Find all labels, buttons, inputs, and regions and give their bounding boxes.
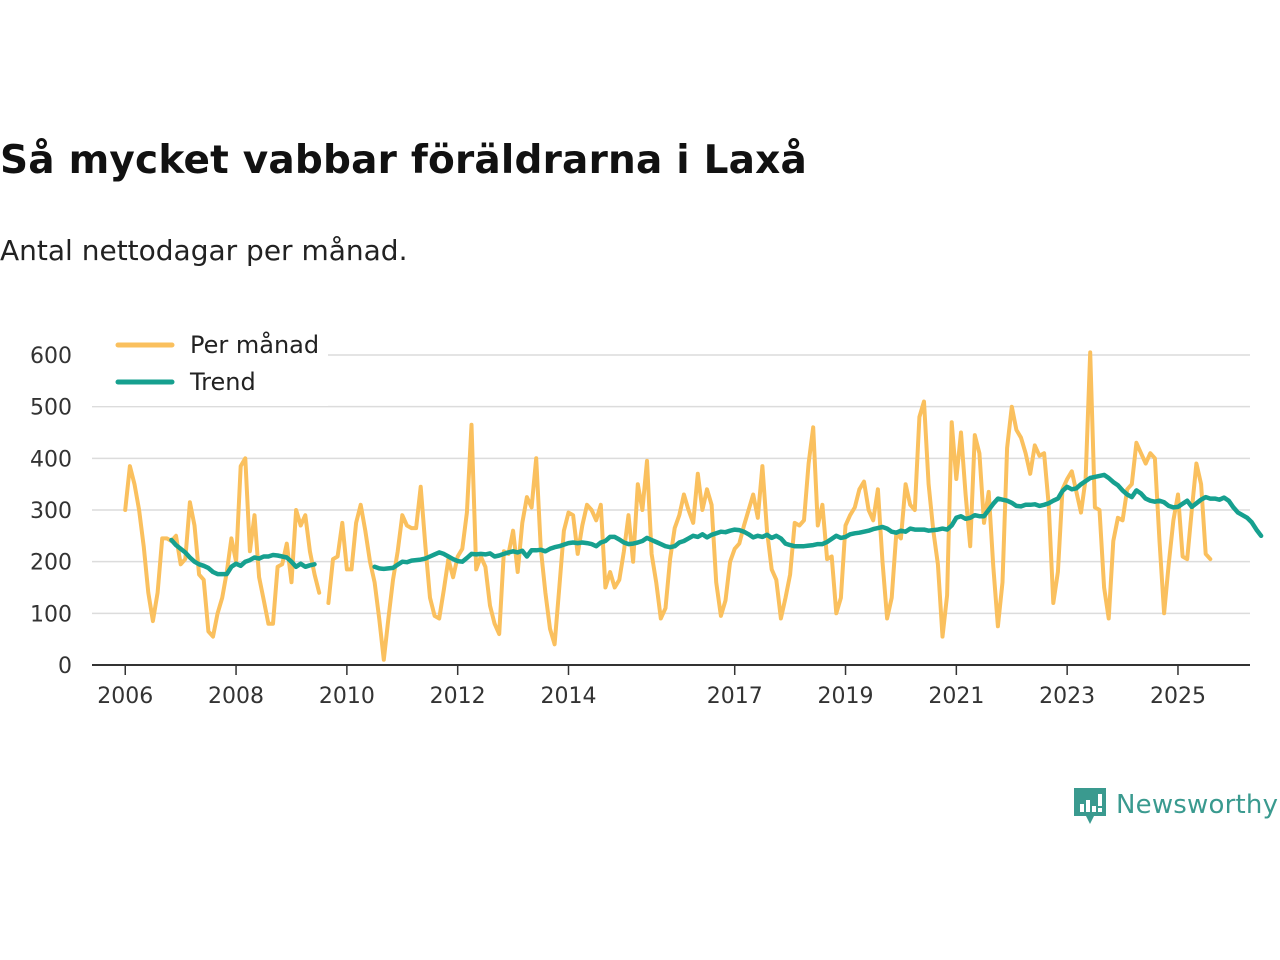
x-tick-label-2012: 2012 [430, 684, 486, 709]
legend-label-trend: Trend [189, 368, 256, 396]
y-tick-label-200: 200 [30, 551, 72, 576]
legend-background [92, 326, 328, 406]
x-tick-label-2019: 2019 [818, 684, 874, 709]
x-tick-label-2014: 2014 [540, 684, 596, 709]
y-tick-label-500: 500 [30, 396, 72, 421]
y-tick-label-300: 300 [30, 499, 72, 524]
x-tick-label-2025: 2025 [1150, 684, 1206, 709]
x-tick-label-2008: 2008 [208, 684, 264, 709]
chart-title: Så mycket vabbar föräldrarna i Laxå [0, 138, 808, 183]
legend: Per månad Trend [92, 326, 328, 406]
x-tick-label-2006: 2006 [97, 684, 153, 709]
x-tick-label-2017: 2017 [707, 684, 763, 709]
line-chart: 0 100 200 300 400 500 600 Per månad Trend 2006… [30, 326, 1264, 709]
y-tick-label-600: 600 [30, 344, 72, 369]
brand-name: Newsworthy [1116, 790, 1279, 820]
x-tick-label-2023: 2023 [1039, 684, 1095, 709]
legend-label-monthly: Per månad [190, 330, 319, 359]
newsworthy-logo-icon [1074, 788, 1106, 824]
series-line-trend [169, 472, 1264, 577]
y-tick-label-100: 100 [30, 602, 72, 627]
x-tick-label-2021: 2021 [928, 684, 984, 709]
y-axis-tick-labels: 0 100 200 300 400 500 600 [30, 344, 72, 679]
x-tick-label-2010: 2010 [319, 684, 375, 709]
chart-series [123, 350, 1264, 662]
chart-subtitle: Antal nettodagar per månad. [0, 234, 408, 267]
y-tick-label-0: 0 [58, 654, 72, 679]
y-tick-label-400: 400 [30, 447, 72, 472]
x-axis-ticks: 2006 2008 2010 2012 2014 2017 2019 2021 2023 2025 [97, 665, 1206, 709]
brand-logo: Newsworthy [1072, 784, 1278, 826]
